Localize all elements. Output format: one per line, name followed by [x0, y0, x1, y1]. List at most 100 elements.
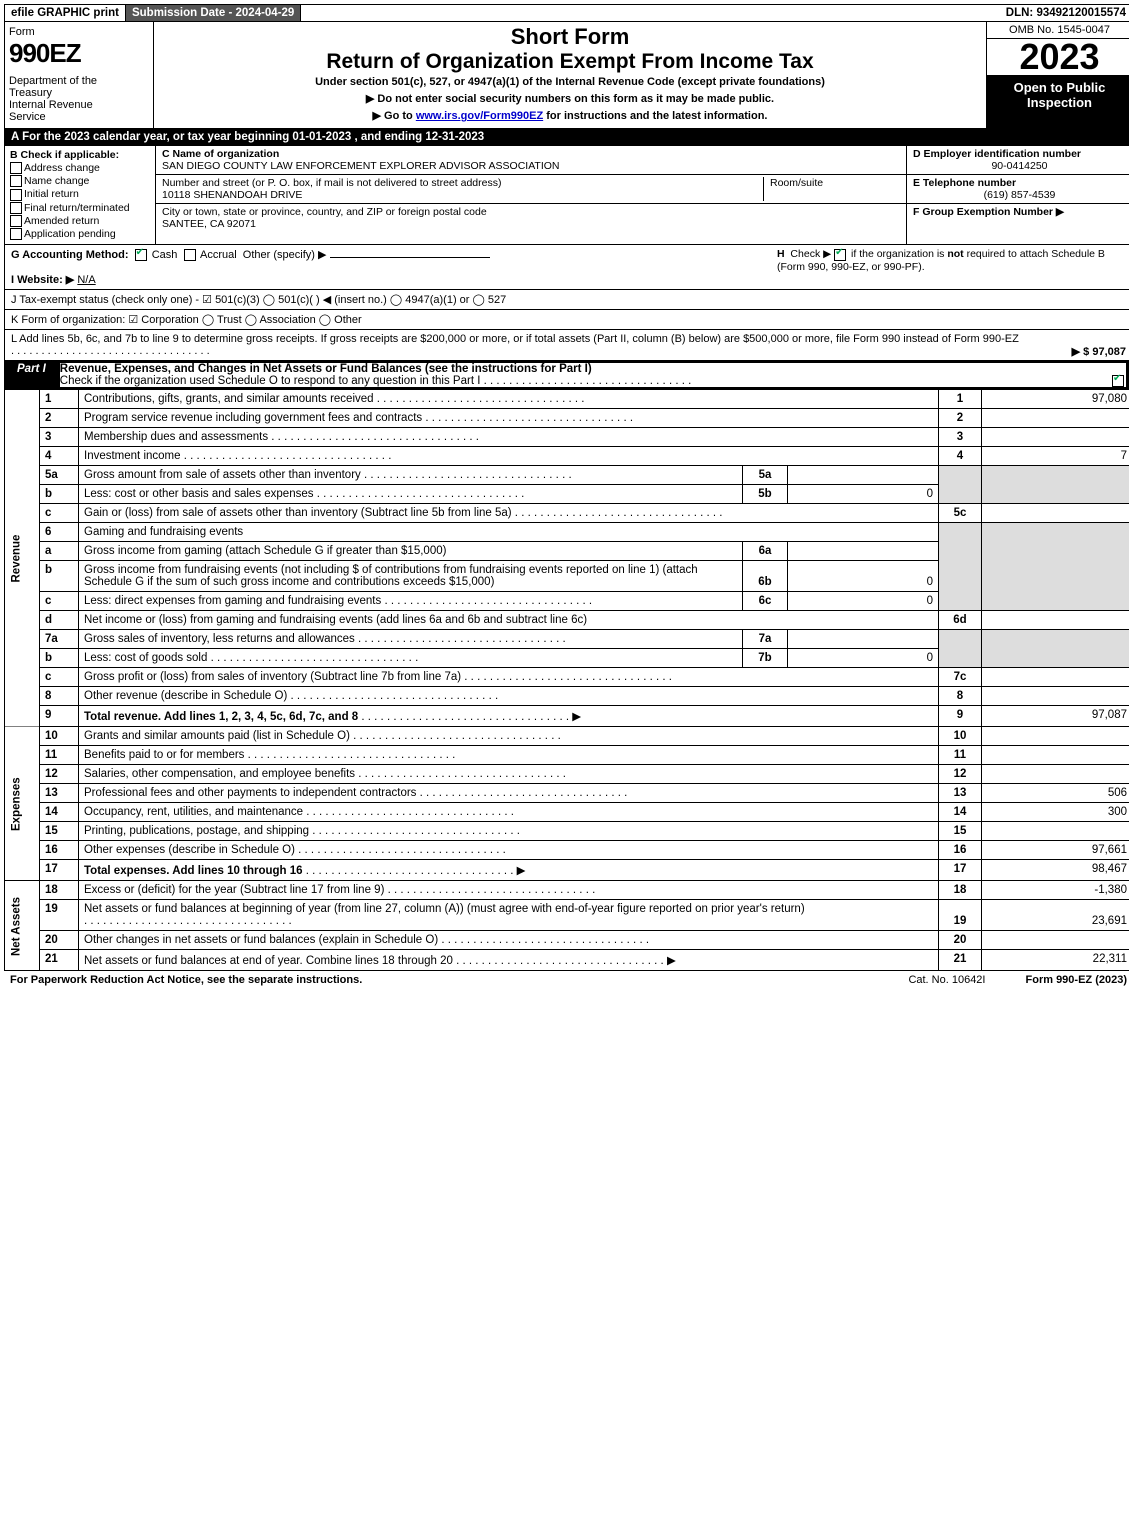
l15-val [982, 822, 1129, 841]
return-title: Return of Organization Exempt From Incom… [162, 50, 978, 74]
l7c-num: c [40, 668, 79, 687]
l7c-val [982, 668, 1129, 687]
footer-cat: Cat. No. 10642I [908, 974, 985, 986]
org-city: SANTEE, CA 92071 [162, 218, 900, 230]
l5c-desc: Gain or (loss) from sale of assets other… [84, 507, 512, 519]
info-block: B Check if applicable: Address change Na… [4, 146, 1129, 245]
l8-rnum: 8 [939, 687, 982, 706]
l6-num: 6 [40, 523, 79, 542]
l20-val [982, 931, 1129, 950]
l12-num: 12 [40, 765, 79, 784]
l4-rnum: 4 [939, 447, 982, 466]
b-opt-final[interactable]: Final return/terminated [10, 202, 150, 214]
l5b-desc: Less: cost or other basis and sales expe… [84, 488, 314, 500]
b-opt-name[interactable]: Name change [10, 175, 150, 187]
l6c-num: c [40, 592, 79, 611]
g-accrual-check[interactable] [184, 249, 196, 261]
l13-desc: Professional fees and other payments to … [84, 787, 416, 799]
header-subtitle: Under section 501(c), 527, or 4947(a)(1)… [162, 76, 978, 88]
section-c: C Name of organization SAN DIEGO COUNTY … [156, 146, 906, 244]
l21-rnum: 21 [939, 950, 982, 971]
b-opt-amended[interactable]: Amended return [10, 215, 150, 227]
e-label: E Telephone number [913, 177, 1126, 189]
header-right: OMB No. 1545-0047 2023 Open to Public In… [986, 22, 1129, 128]
l6d-val [982, 611, 1129, 630]
l3-num: 3 [40, 428, 79, 447]
l16-rnum: 16 [939, 841, 982, 860]
part1-title: Revenue, Expenses, and Changes in Net As… [60, 363, 592, 375]
f-label: F Group Exemption Number ▶ [913, 206, 1126, 218]
l14-desc: Occupancy, rent, utilities, and maintena… [84, 806, 303, 818]
footer-form: Form 990-EZ (2023) [1026, 974, 1128, 986]
irs-link[interactable]: www.irs.gov/Form990EZ [416, 110, 543, 122]
l2-rnum: 2 [939, 409, 982, 428]
l8-val [982, 687, 1129, 706]
l10-rnum: 10 [939, 727, 982, 746]
note2-pre: ▶ Go to [373, 110, 416, 122]
h-check[interactable] [834, 249, 846, 261]
phone-value: (619) 857-4539 [913, 189, 1126, 201]
b-opt-address[interactable]: Address change [10, 162, 150, 174]
l6a-num: a [40, 542, 79, 561]
l9-rnum: 9 [939, 706, 982, 727]
l9-val: 97,087 [982, 706, 1129, 727]
g-label: G Accounting Method: [11, 249, 129, 261]
l4-desc: Investment income [84, 450, 181, 462]
l1-val: 97,080 [982, 390, 1129, 409]
l16-num: 16 [40, 841, 79, 860]
l10-desc: Grants and similar amounts paid (list in… [84, 730, 350, 742]
l6c-in: 6c [743, 592, 788, 611]
tax-year: 2023 [987, 39, 1129, 76]
org-street: 10118 SHENANDOAH DRIVE [162, 189, 763, 201]
l5a-num: 5a [40, 466, 79, 485]
header-note1: ▶ Do not enter social security numbers o… [162, 92, 978, 105]
department-label: Department of theTreasuryInternal Revenu… [9, 75, 149, 123]
section-def: D Employer identification number 90-0414… [906, 146, 1129, 244]
l7b-in: 7b [743, 649, 788, 668]
g-other-input[interactable] [330, 257, 490, 258]
c-street-label: Number and street (or P. O. box, if mail… [162, 177, 763, 189]
l7a-in: 7a [743, 630, 788, 649]
l2-val [982, 409, 1129, 428]
note2-post: for instructions and the latest informat… [543, 110, 767, 122]
l15-rnum: 15 [939, 822, 982, 841]
l6b-in: 6b [743, 561, 788, 592]
l19-num: 19 [40, 900, 79, 931]
l-amount: ▶ $ 97,087 [1072, 345, 1126, 358]
l5c-num: c [40, 504, 79, 523]
l18-desc: Excess or (deficit) for the year (Subtra… [84, 884, 384, 896]
footer-pra: For Paperwork Reduction Act Notice, see … [10, 974, 362, 986]
l18-val: -1,380 [982, 881, 1129, 900]
l21-val: 22,311 [982, 950, 1129, 971]
g-row: G Accounting Method: Cash Accrual Other … [11, 248, 771, 286]
l2-desc: Program service revenue including govern… [84, 412, 422, 424]
b-opt-initial[interactable]: Initial return [10, 188, 150, 200]
l5b-in: 5b [743, 485, 788, 504]
short-form-title: Short Form [162, 24, 978, 50]
efile-label[interactable]: efile GRAPHIC print [5, 5, 126, 21]
l20-num: 20 [40, 931, 79, 950]
l11-rnum: 11 [939, 746, 982, 765]
g-cash-check[interactable] [135, 249, 147, 261]
row-a-tax-year: A For the 2023 calendar year, or tax yea… [4, 129, 1129, 146]
l3-rnum: 3 [939, 428, 982, 447]
part1-check[interactable] [1112, 375, 1124, 387]
public-inspection: Open to Public Inspection [987, 76, 1129, 128]
i-label: I Website: ▶ [11, 274, 74, 286]
form-number: 990EZ [9, 38, 149, 69]
l6b-desc: Gross income from fundraising events (no… [84, 564, 698, 588]
l4-val: 7 [982, 447, 1129, 466]
l12-rnum: 12 [939, 765, 982, 784]
l21-num: 21 [40, 950, 79, 971]
website-value: N/A [77, 274, 95, 286]
l6d-num: d [40, 611, 79, 630]
l10-num: 10 [40, 727, 79, 746]
l18-rnum: 18 [939, 881, 982, 900]
side-revenue: Revenue [5, 390, 40, 727]
header-note2: ▶ Go to www.irs.gov/Form990EZ for instru… [162, 109, 978, 122]
l7c-rnum: 7c [939, 668, 982, 687]
header-center: Short Form Return of Organization Exempt… [154, 22, 986, 128]
lines-table: Revenue 1 Contributions, gifts, grants, … [4, 390, 1129, 971]
l5c-val [982, 504, 1129, 523]
b-opt-pending[interactable]: Application pending [10, 228, 150, 240]
